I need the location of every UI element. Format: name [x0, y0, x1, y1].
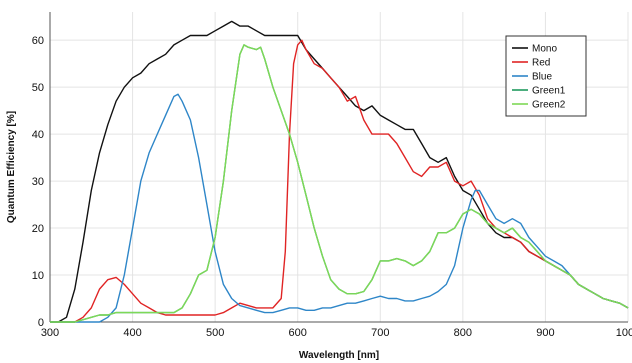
legend-label-green1: Green1: [532, 86, 566, 97]
y-tick-label: 30: [32, 176, 44, 188]
legend-label-red: Red: [532, 58, 550, 69]
y-tick-label: 50: [32, 82, 44, 94]
y-tick-label: 10: [32, 270, 44, 282]
y-tick-label: 20: [32, 223, 44, 235]
legend-label-blue: Blue: [532, 72, 552, 83]
x-tick-label: 300: [41, 327, 59, 339]
legend-label-green2: Green2: [532, 100, 566, 111]
x-tick-label: 800: [454, 327, 472, 339]
x-tick-label: 700: [371, 327, 389, 339]
x-tick-label: 500: [206, 327, 224, 339]
legend: Mono Red Blue Green1 Green2: [506, 36, 586, 116]
x-tick-label: 1000: [616, 327, 632, 339]
x-axis-title: Wavelength [nm]: [299, 350, 379, 361]
y-tick-label: 60: [32, 35, 44, 47]
x-tick-label: 900: [536, 327, 554, 339]
legend-label-mono: Mono: [532, 44, 557, 55]
series-line-blue: [50, 94, 628, 322]
x-tick-label: 600: [289, 327, 307, 339]
y-axis-title: Quantum Efficiency [%]: [6, 111, 17, 223]
x-tick-label: 400: [123, 327, 141, 339]
y-tick-label: 40: [32, 129, 44, 141]
